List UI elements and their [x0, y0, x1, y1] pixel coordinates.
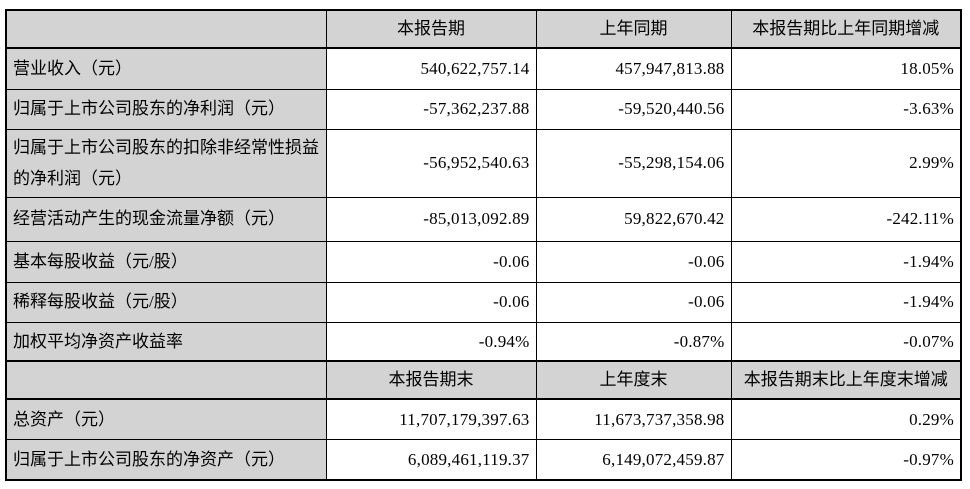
table-row-net-profit-excl-nonrecurring: 归属于上市公司股东的扣除非经常性损益的净利润（元） -56,952,540.63…: [5, 128, 962, 198]
row-label: 营业收入（元）: [5, 47, 327, 90]
row-label: 归属于上市公司股东的净资产（元）: [5, 438, 327, 481]
table-row-total-assets: 总资产（元） 11,707,179,397.63 11,673,737,358.…: [5, 398, 962, 440]
header-prior-year-end: 上年度末: [535, 360, 732, 400]
value-change: -3.63%: [730, 88, 962, 130]
value-prior: -0.87%: [535, 321, 732, 362]
table-row-net-profit: 归属于上市公司股东的净利润（元） -57,362,237.88 -59,520,…: [5, 88, 962, 130]
value-current: -0.06: [325, 240, 537, 283]
value-current: 6,089,461,119.37: [325, 438, 537, 481]
value-change: 18.05%: [730, 47, 962, 90]
value-current: -0.94%: [325, 321, 537, 362]
value-prior: 59,822,670.42: [535, 196, 732, 242]
row-label: 加权平均净资产收益率: [5, 321, 327, 362]
header-yearend-change: 本报告期末比上年度末增减: [730, 360, 962, 400]
value-prior: 11,673,737,358.98: [535, 398, 732, 440]
table-header-yearend: 本报告期末 上年度末 本报告期末比上年度末增减: [5, 360, 962, 400]
value-change: -0.07%: [730, 321, 962, 362]
value-current: -85,013,092.89: [325, 196, 537, 242]
row-label: 稀释每股收益（元/股）: [5, 281, 327, 323]
table-row-operating-cash-flow: 经营活动产生的现金流量净额（元） -85,013,092.89 59,822,6…: [5, 196, 962, 242]
financial-summary-table: 本报告期 上年同期 本报告期比上年同期增减 营业收入（元） 540,622,75…: [5, 9, 962, 481]
row-label: 归属于上市公司股东的净利润（元）: [5, 88, 327, 130]
table-row-net-assets: 归属于上市公司股东的净资产（元） 6,089,461,119.37 6,149,…: [5, 438, 962, 481]
value-change: -0.97%: [730, 438, 962, 481]
value-current: 11,707,179,397.63: [325, 398, 537, 440]
value-change: 0.29%: [730, 398, 962, 440]
value-current: -56,952,540.63: [325, 128, 537, 198]
value-prior: -0.06: [535, 240, 732, 283]
row-label: 归属于上市公司股东的扣除非经常性损益的净利润（元）: [5, 128, 327, 198]
table-row-revenue: 营业收入（元） 540,622,757.14 457,947,813.88 18…: [5, 47, 962, 90]
header-blank-cell: [5, 9, 327, 49]
value-current: -57,362,237.88: [325, 88, 537, 130]
header-prior-period: 上年同期: [535, 9, 732, 49]
table-header-period: 本报告期 上年同期 本报告期比上年同期增减: [5, 9, 962, 49]
value-change: -1.94%: [730, 281, 962, 323]
table-row-weighted-avg-roe: 加权平均净资产收益率 -0.94% -0.87% -0.07%: [5, 321, 962, 362]
header-period-change: 本报告期比上年同期增减: [730, 9, 962, 49]
row-label: 经营活动产生的现金流量净额（元）: [5, 196, 327, 242]
table-row-basic-eps: 基本每股收益（元/股） -0.06 -0.06 -1.94%: [5, 240, 962, 283]
header-blank-cell: [5, 360, 327, 400]
value-current: 540,622,757.14: [325, 47, 537, 90]
header-current-period-end: 本报告期末: [325, 360, 537, 400]
value-current: -0.06: [325, 281, 537, 323]
value-change: -242.11%: [730, 196, 962, 242]
value-change: -1.94%: [730, 240, 962, 283]
row-label: 总资产（元）: [5, 398, 327, 440]
value-prior: -0.06: [535, 281, 732, 323]
value-change: 2.99%: [730, 128, 962, 198]
value-prior: 6,149,072,459.87: [535, 438, 732, 481]
row-label: 基本每股收益（元/股）: [5, 240, 327, 283]
value-prior: 457,947,813.88: [535, 47, 732, 90]
header-current-period: 本报告期: [325, 9, 537, 49]
value-prior: -59,520,440.56: [535, 88, 732, 130]
value-prior: -55,298,154.06: [535, 128, 732, 198]
table-row-diluted-eps: 稀释每股收益（元/股） -0.06 -0.06 -1.94%: [5, 281, 962, 323]
